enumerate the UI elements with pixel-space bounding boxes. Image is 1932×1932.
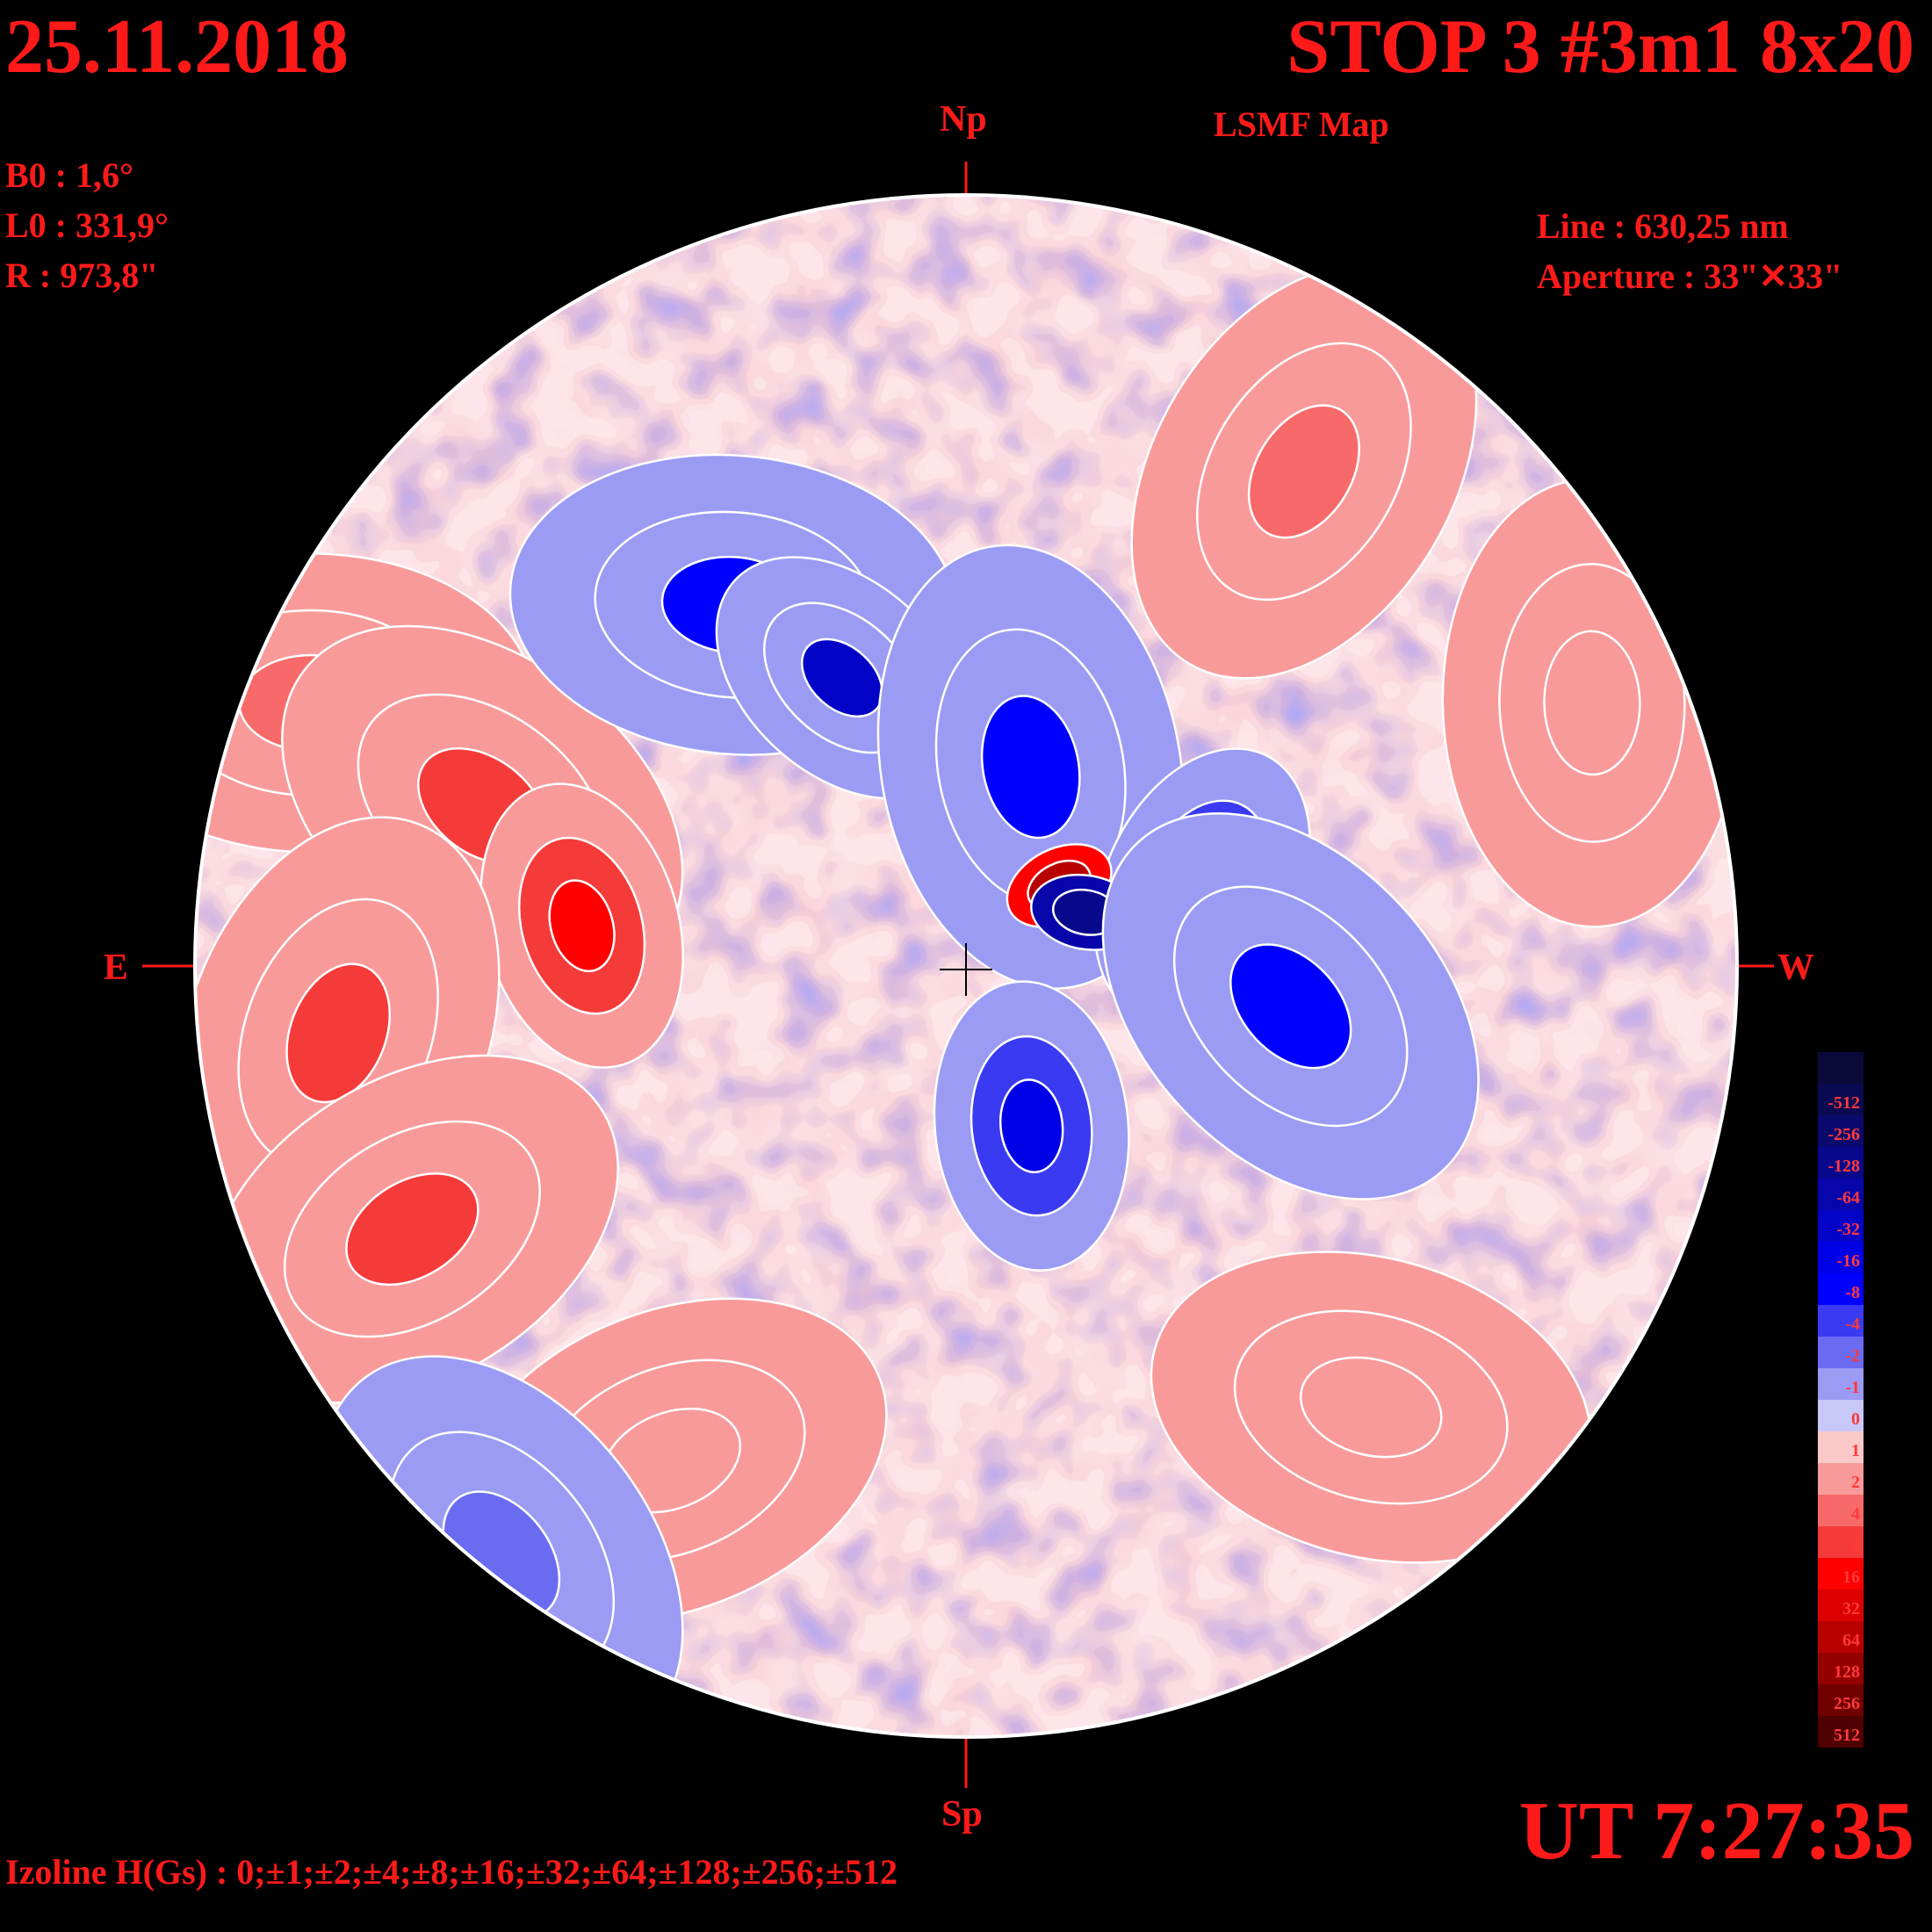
legend-label: 16 bbox=[1842, 1568, 1860, 1587]
legend-cell: -1 bbox=[1818, 1368, 1864, 1400]
field-region bbox=[1229, 943, 1352, 1070]
legend-cell: -128 bbox=[1818, 1147, 1864, 1179]
legend-label: 4 bbox=[1851, 1504, 1860, 1524]
legend-cell: -16 bbox=[1818, 1242, 1864, 1273]
legend-cell: -8 bbox=[1818, 1273, 1864, 1305]
legend-label: -16 bbox=[1836, 1251, 1860, 1271]
color-legend: -512 -256 -128 -64 -32 -16 -8 -4 -2 -1 0 1 2 4 8 16 32 64… bbox=[1818, 1052, 1864, 1748]
legend-cell: -512 bbox=[1818, 1084, 1864, 1115]
observation-date: 25.11.2018 bbox=[5, 4, 350, 90]
legend-label: 512 bbox=[1834, 1726, 1860, 1745]
field-region bbox=[1299, 1356, 1443, 1459]
legend-cell: -4 bbox=[1818, 1305, 1864, 1337]
legend-label: -512 bbox=[1827, 1093, 1860, 1113]
legend-cell: 256 bbox=[1818, 1684, 1864, 1716]
legend-label: -64 bbox=[1836, 1188, 1860, 1208]
radius-parameter: R : 973,8" bbox=[5, 256, 159, 295]
line-parameter: Line : 630,25 nm bbox=[1537, 206, 1789, 246]
legend-label: 0 bbox=[1851, 1409, 1860, 1429]
field-region bbox=[980, 695, 1081, 840]
legend-label: 8 bbox=[1851, 1536, 1860, 1555]
legend-label: -8 bbox=[1845, 1283, 1860, 1302]
legend-cell: 4 bbox=[1818, 1495, 1864, 1526]
legend-cell: 16 bbox=[1818, 1558, 1864, 1590]
legend-cell bbox=[1818, 1052, 1864, 1084]
field-region bbox=[1247, 404, 1360, 539]
legend-label: -1 bbox=[1845, 1378, 1860, 1397]
legend-cell: 8 bbox=[1818, 1526, 1864, 1558]
north-pole-label: Np bbox=[940, 99, 987, 140]
east-label: E bbox=[104, 948, 129, 988]
legend-cell: -256 bbox=[1818, 1115, 1864, 1147]
legend-cell: -2 bbox=[1818, 1337, 1864, 1368]
field-region bbox=[285, 962, 392, 1104]
aperture-parameter: Aperture : 33"✕33" bbox=[1537, 256, 1843, 296]
field-region bbox=[800, 638, 883, 718]
universal-time: UT 7:27:35 bbox=[1519, 1785, 1914, 1877]
legend-cell: 1 bbox=[1818, 1431, 1864, 1463]
field-region bbox=[548, 879, 616, 973]
legend-cell: 0 bbox=[1818, 1400, 1864, 1431]
legend-label: 2 bbox=[1851, 1473, 1860, 1492]
legend-cell: -32 bbox=[1818, 1210, 1864, 1242]
map-title: STOP 3 #3m1 8x20 bbox=[1287, 4, 1914, 90]
legend-cell: -64 bbox=[1818, 1179, 1864, 1210]
legend-label: 64 bbox=[1842, 1631, 1860, 1650]
legend-cell: 128 bbox=[1818, 1653, 1864, 1684]
legend-label: 128 bbox=[1834, 1662, 1860, 1682]
legend-label: -128 bbox=[1827, 1157, 1860, 1176]
field-region bbox=[345, 1172, 479, 1287]
legend-cell: 2 bbox=[1818, 1463, 1864, 1495]
center-crosshair bbox=[940, 943, 992, 996]
b0-parameter: B0 : 1,6° bbox=[5, 155, 133, 195]
izoline-levels: Izoline H(Gs) : 0;±1;±2;±4;±8;±16;±32;±6… bbox=[5, 1852, 898, 1892]
legend-label: 32 bbox=[1842, 1599, 1860, 1618]
legend-cell: 32 bbox=[1818, 1590, 1864, 1621]
legend-cell: 512 bbox=[1818, 1716, 1864, 1748]
legend-label: 256 bbox=[1834, 1694, 1860, 1713]
map-subtitle: LSMF Map bbox=[1214, 105, 1389, 144]
legend-label: -2 bbox=[1845, 1346, 1860, 1366]
legend-label: 1 bbox=[1851, 1441, 1860, 1460]
west-label: W bbox=[1777, 948, 1814, 988]
field-region bbox=[1543, 630, 1641, 776]
legend-label: -32 bbox=[1836, 1220, 1860, 1239]
field-region bbox=[998, 1078, 1064, 1174]
legend-label: -256 bbox=[1827, 1125, 1860, 1144]
legend-label: -4 bbox=[1845, 1315, 1860, 1334]
l0-parameter: L0 : 331,9° bbox=[5, 205, 169, 245]
south-pole-label: Sp bbox=[941, 1794, 983, 1835]
legend-cell: 64 bbox=[1818, 1621, 1864, 1653]
